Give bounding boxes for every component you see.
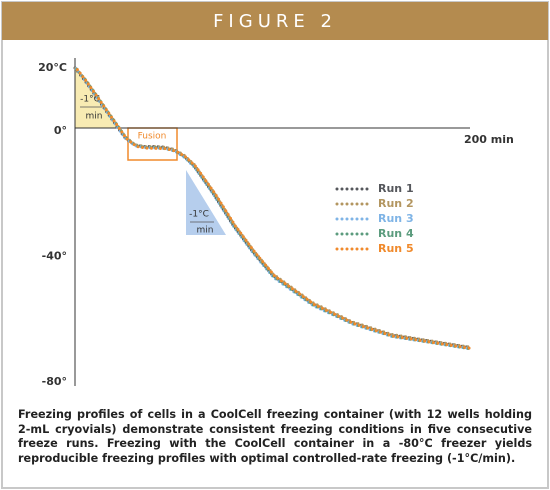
x-tick-label: 200 min	[464, 133, 514, 146]
y-tick-label: 0°	[54, 124, 67, 137]
figure-title: FIGURE 2	[213, 11, 337, 32]
legend-label: Run 3	[378, 212, 414, 225]
y-tick-label: -80°	[42, 375, 67, 388]
y-tick-label: 20°C	[38, 61, 67, 74]
legend-label: Run 5	[378, 242, 414, 255]
fusion-label: Fusion	[138, 132, 167, 142]
rate-label: min	[86, 112, 103, 122]
legend-label: Run 1	[378, 182, 414, 195]
rate-label: min	[197, 226, 214, 236]
rate-label: -1°C	[189, 210, 209, 220]
legend-label: Run 2	[378, 197, 414, 210]
rate-triangle	[186, 170, 226, 235]
y-tick-label: -40°	[42, 249, 67, 262]
legend-label: Run 4	[378, 227, 414, 240]
run-line	[75, 68, 474, 351]
rate-label: -1°C	[80, 95, 100, 105]
caption: Freezing profiles of cells in a CoolCell…	[18, 408, 532, 465]
header-bar	[2, 2, 548, 40]
